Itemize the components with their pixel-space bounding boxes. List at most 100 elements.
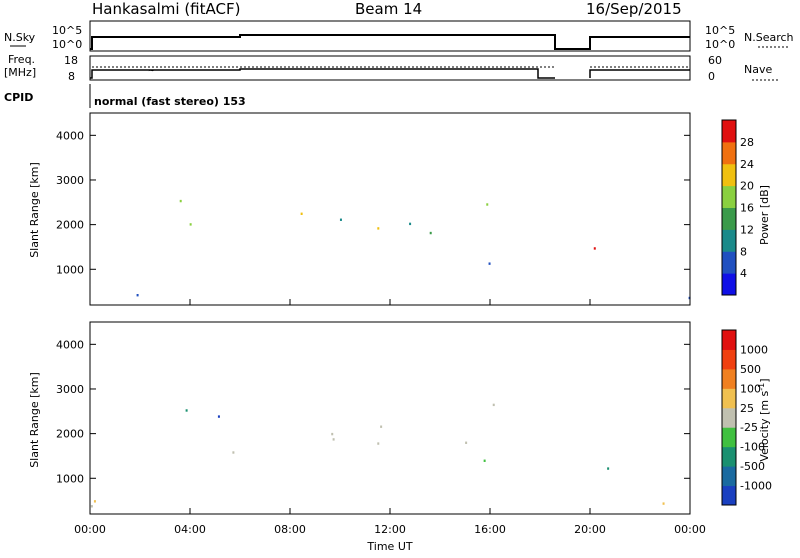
data-cell (185, 409, 188, 412)
y-tick-label: 1000 (56, 263, 84, 276)
nsky-tick-top: 10^5 (52, 24, 82, 37)
x-tick-label: 12:00 (374, 523, 406, 536)
colorbar-swatch (722, 446, 736, 467)
data-cell (179, 199, 182, 203)
data-cell (486, 203, 489, 206)
colorbar-swatch (722, 330, 736, 350)
velocity-colorbar: 1000 500 100 25 -25 -100 -500 -1000 (721, 329, 772, 506)
colorbar-swatch (722, 251, 736, 274)
colorbar-swatch (722, 207, 736, 230)
y-tick-label: 4000 (56, 338, 84, 351)
colorbar-tick-label: 4 (740, 267, 747, 280)
power-colorbar: 28 24 20 16 12 8 4 (721, 119, 754, 296)
x-tick-label: 04:00 (174, 523, 206, 536)
nave-tick-bottom: 0 (708, 70, 715, 83)
y-tick-label: 2000 (56, 428, 84, 441)
nsearch-tick-top: 10^5 (705, 24, 735, 37)
power-data (136, 199, 691, 300)
nsky-label: N.Sky (4, 31, 36, 44)
colorbar-swatch (722, 273, 736, 296)
colorbar-tick-label: -25 (740, 421, 758, 434)
data-cell (492, 403, 495, 407)
colorbar-swatch (722, 349, 736, 370)
power-ylabel: Slant Range [km] (28, 162, 41, 258)
colorbar-tick-label: 20 (740, 180, 754, 193)
freq-label-1: Freq. (8, 53, 35, 66)
power-panel-frame (89, 112, 691, 306)
colorbar-tick-label: -1000 (740, 480, 772, 493)
data-cell (93, 500, 96, 503)
station-title: Hankasalmi (fitACF) (92, 0, 240, 18)
freq-trace (90, 68, 690, 79)
y-tick-label: 3000 (56, 174, 84, 187)
nsky-tick-bottom: 10^0 (52, 38, 82, 51)
power-panel: 4000 3000 2000 1000 Slant Range [km] (28, 112, 691, 306)
cpid-label: CPID (4, 91, 33, 104)
colorbar-swatch (722, 141, 736, 165)
y-tick-label: 1000 (56, 472, 84, 485)
data-cell (136, 294, 139, 297)
velocity-y-axis: 4000 3000 2000 1000 (56, 338, 690, 485)
colorbar-swatch (722, 120, 736, 143)
data-cell (332, 438, 335, 441)
power-y-axis: 4000 3000 2000 1000 (56, 129, 690, 276)
x-axis: 00:00 04:00 08:00 12:00 16:00 20:00 00:00 (74, 299, 706, 536)
data-cell (217, 415, 220, 418)
power-colorbar-label: Power [dB] (758, 185, 771, 245)
data-cell (189, 223, 192, 226)
beam-title: Beam 14 (355, 0, 422, 18)
colorbar-tick-label: -100 (740, 441, 765, 454)
x-tick-label: 00:00 (74, 523, 106, 536)
colorbar-swatch (722, 163, 736, 187)
x-axis-label: Time UT (366, 540, 412, 553)
colorbar-frame (721, 329, 737, 506)
colorbar-tick-label: -500 (740, 460, 765, 473)
data-cell (377, 442, 380, 445)
x-tick-label: 08:00 (274, 523, 306, 536)
colorbar-tick-label: 8 (740, 245, 747, 258)
freq-tick-bottom: 8 (68, 70, 75, 83)
data-cell (300, 212, 303, 215)
colorbar-swatch (722, 407, 736, 428)
colorbar-swatch (722, 229, 736, 252)
freq-noise-mark: ~ (148, 66, 155, 75)
colorbar-tick-label: 16 (740, 202, 754, 215)
data-cell (409, 222, 412, 226)
velocity-ylabel: Slant Range [km] (28, 372, 41, 468)
colorbar-swatch (722, 185, 736, 208)
colorbar-swatch (722, 368, 736, 389)
data-cell (593, 247, 596, 250)
x-tick-label: 00:00 (674, 523, 706, 536)
nsky-trace (90, 34, 690, 50)
colorbar-swatch (722, 485, 736, 506)
colorbar-tick-label: 12 (740, 223, 754, 236)
data-cell (662, 502, 665, 505)
colorbar-tick-label: 100 (740, 382, 761, 395)
y-tick-label: 2000 (56, 219, 84, 232)
colorbar-tick-label: 28 (740, 136, 754, 149)
nsearch-tick-bottom: 10^0 (705, 38, 735, 51)
colorbar-tick-label: 24 (740, 158, 754, 171)
data-cell (465, 441, 468, 444)
data-cell (607, 467, 610, 470)
nave-label: Nave (744, 63, 772, 76)
data-cell (380, 425, 383, 428)
colorbar-swatch (722, 427, 736, 448)
freq-label-2: [MHz] (4, 66, 36, 79)
data-cell (429, 231, 432, 235)
data-cell (488, 262, 491, 265)
x-tick-label: 20:00 (574, 523, 606, 536)
y-tick-label: 4000 (56, 129, 84, 142)
data-cell (377, 227, 380, 230)
velocity-data (90, 403, 665, 508)
nave-tick-top: 60 (708, 54, 722, 67)
colorbar-swatch (722, 388, 736, 409)
cpid-text: normal (fast stereo) 153 (94, 95, 246, 108)
colorbar-tick-label: 500 (740, 363, 761, 376)
data-cell (232, 451, 235, 454)
data-cell (90, 505, 93, 508)
data-cell (339, 218, 342, 221)
velocity-panel-frame (89, 321, 691, 515)
colorbar-tick-label: 25 (740, 402, 754, 415)
